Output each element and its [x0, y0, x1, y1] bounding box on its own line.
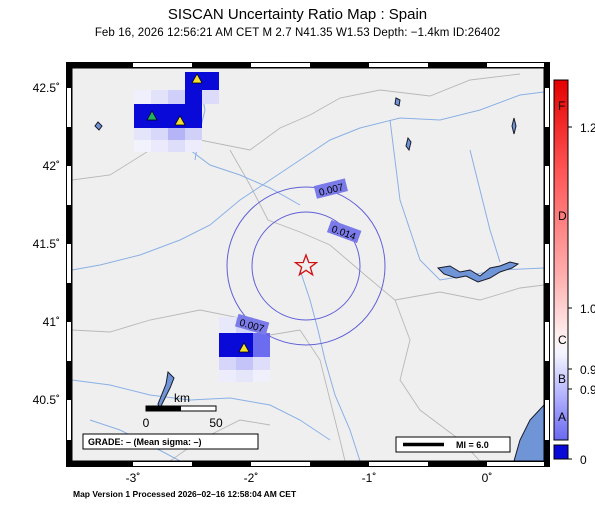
svg-text:41˚: 41˚: [43, 315, 60, 329]
station-triangle-green: [146, 110, 158, 121]
svg-text:MI = 6.0: MI = 6.0: [456, 440, 489, 450]
svg-text:-3˚: -3˚: [126, 471, 141, 485]
colorbar-value: 0.9: [580, 363, 595, 377]
colorbar-value: 0.9: [580, 383, 595, 397]
svg-text:-2˚: -2˚: [244, 471, 259, 485]
svg-text:42.5˚: 42.5˚: [33, 81, 60, 95]
colorbar-letter: C: [558, 333, 567, 347]
colorbar-letter: D: [558, 209, 567, 223]
mi-legend: MI = 6.0: [395, 436, 511, 453]
epicenter-star-icon: [293, 253, 319, 277]
ratio-contours: [226, 186, 386, 346]
colorbar-value: 1.2: [580, 121, 595, 135]
svg-text:km: km: [174, 391, 190, 405]
sea-area: [513, 404, 544, 461]
scale-bar: km 0 50: [143, 391, 223, 430]
longitude-ticks: -3˚ -2˚ -1˚ 0˚: [126, 471, 493, 485]
station-triangle-yellow: [238, 342, 250, 353]
svg-text:0: 0: [143, 416, 150, 430]
svg-text:0˚: 0˚: [482, 471, 493, 485]
latitude-ticks: 42.5˚ 42˚ 41.5˚ 41˚ 40.5˚: [33, 81, 60, 407]
svg-text:GRADE: – (Mean sigma: –): GRADE: – (Mean sigma: –): [88, 437, 202, 447]
svg-text:40.5˚: 40.5˚: [33, 393, 60, 407]
colorbar-letter: F: [558, 99, 565, 113]
reservoirs: [94, 97, 520, 412]
station-triangle-yellow: [191, 73, 203, 84]
event-info: Feb 16, 2026 12:56:21 AM CET M 2.7 N41.3…: [94, 27, 501, 39]
grade-box: GRADE: – (Mean sigma: –): [82, 433, 259, 450]
svg-text:41.5˚: 41.5˚: [33, 237, 60, 251]
processing-footer: Map Version 1 Processed 2026–02–16 12:58…: [73, 489, 297, 499]
colorbar: F D C B A 1.2 1.0 0.9 0.9 0: [553, 79, 595, 467]
map-frame: [66, 62, 550, 467]
colorbar-value: 1.0: [580, 302, 595, 316]
province-borders: [72, 73, 544, 461]
svg-text:42˚: 42˚: [43, 159, 60, 173]
map-title: SISCAN Uncertainty Ratio Map : Spain: [167, 6, 428, 23]
station-triangle-yellow: [174, 115, 186, 126]
colorbar-value: 0: [580, 453, 587, 467]
svg-text:-1˚: -1˚: [362, 471, 377, 485]
colorbar-letter: A: [558, 410, 566, 424]
svg-text:50: 50: [209, 416, 223, 430]
colorbar-letter: B: [558, 372, 566, 386]
